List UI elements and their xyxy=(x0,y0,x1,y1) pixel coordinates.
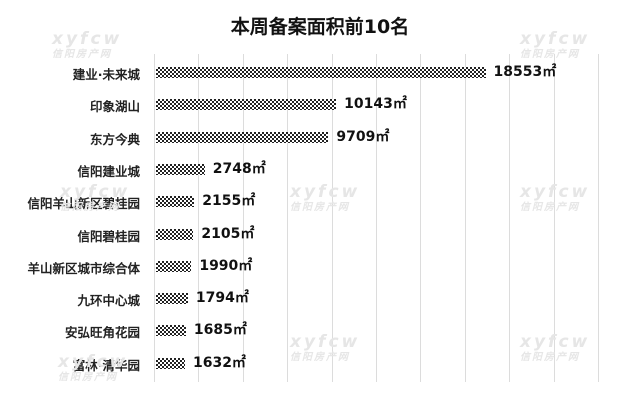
value-label: 1794㎡ xyxy=(195,290,249,307)
gridline xyxy=(509,54,511,382)
category-label: 羊山新区城市综合体 xyxy=(27,260,140,276)
bar-row: 羊山新区城市综合体 1990㎡ xyxy=(0,250,640,282)
gridline xyxy=(242,54,244,382)
bar-row: 九环中心城 1794㎡ xyxy=(0,282,640,314)
value-label: 1632㎡ xyxy=(192,354,246,371)
bar-row: 建业·未来城 18553㎡ xyxy=(0,56,640,88)
bar xyxy=(156,325,186,337)
value-label: 2748㎡ xyxy=(212,160,266,177)
bar-row: 安弘旺角花园 1685㎡ xyxy=(0,314,640,346)
gridline xyxy=(198,54,200,382)
chart-title: 本周备案面积前10名 xyxy=(230,16,410,38)
bar xyxy=(156,260,192,272)
bar-row: 印象湖山 10143㎡ xyxy=(0,88,640,120)
bar xyxy=(156,99,337,111)
category-label: 印象湖山 xyxy=(89,99,140,115)
bar xyxy=(156,228,194,240)
bar-row: 信阳建业城 2748㎡ xyxy=(0,153,640,185)
category-label: 富林·清华园 xyxy=(72,357,140,373)
gridline xyxy=(376,54,377,382)
bar xyxy=(156,357,185,369)
category-label: 安弘旺角花园 xyxy=(64,325,140,341)
bar-row: 东方今典 9709㎡ xyxy=(0,121,640,153)
bar xyxy=(156,67,486,78)
gridline xyxy=(464,54,466,382)
value-label: 2155㎡ xyxy=(202,193,256,210)
bar xyxy=(156,131,329,143)
value-label: 10143㎡ xyxy=(344,96,407,113)
gridline xyxy=(154,54,155,382)
value-label: 18553㎡ xyxy=(493,64,557,80)
category-label: 信阳羊山新区碧桂园 xyxy=(27,196,140,212)
gridline xyxy=(598,54,599,382)
gridline xyxy=(553,54,555,382)
bar xyxy=(156,293,188,305)
bar-row: 信阳碧桂园 2105㎡ xyxy=(0,218,640,250)
bar xyxy=(156,163,205,175)
category-label: 东方今典 xyxy=(89,131,140,147)
gridline xyxy=(287,54,289,382)
gridline xyxy=(331,54,333,382)
bar-row: 富林·清华园 1632㎡ xyxy=(0,347,640,379)
category-label: 九环中心城 xyxy=(77,293,140,309)
category-label: 信阳碧桂园 xyxy=(77,228,140,244)
value-label: 1685㎡ xyxy=(193,322,247,339)
category-label: 信阳建业城 xyxy=(77,163,140,179)
category-label: 建业·未来城 xyxy=(72,67,140,82)
value-label: 2105㎡ xyxy=(201,225,255,242)
value-label: 1990㎡ xyxy=(199,257,253,274)
bar-row: 信阳羊山新区碧桂园 2155㎡ xyxy=(0,185,640,217)
gridline xyxy=(420,54,422,382)
bar xyxy=(156,196,195,208)
value-label: 9709㎡ xyxy=(336,128,390,145)
